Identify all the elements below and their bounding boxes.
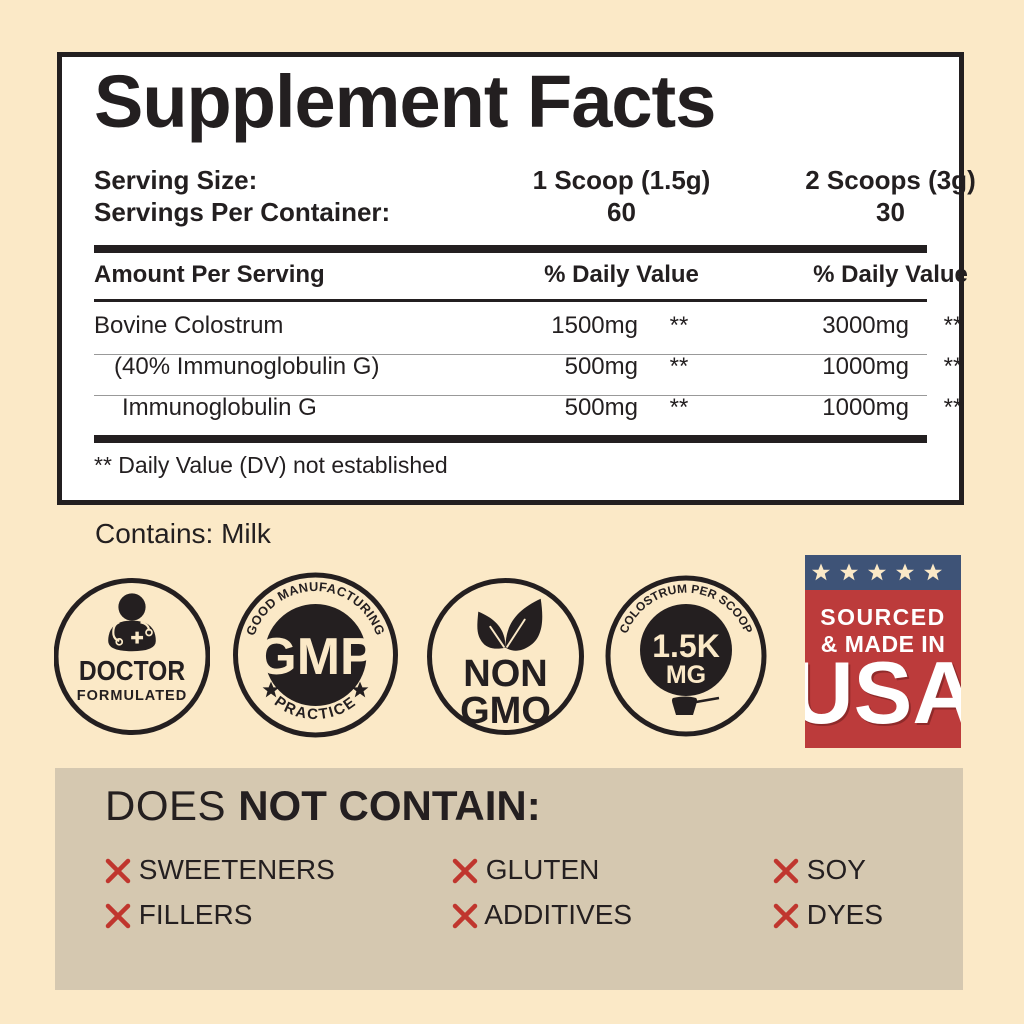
svg-text:MG: MG — [666, 661, 706, 689]
svg-text:NON: NON — [463, 653, 547, 695]
svg-text:GMO: GMO — [460, 690, 551, 732]
svg-text:1.5K: 1.5K — [652, 628, 720, 664]
svg-text:SOURCED: SOURCED — [820, 604, 946, 630]
svg-text:GMP: GMP — [256, 628, 374, 686]
svg-text:USA: USA — [805, 643, 961, 742]
svg-text:FORMULATED: FORMULATED — [77, 688, 187, 704]
svg-text:DOCTOR: DOCTOR — [79, 655, 185, 687]
